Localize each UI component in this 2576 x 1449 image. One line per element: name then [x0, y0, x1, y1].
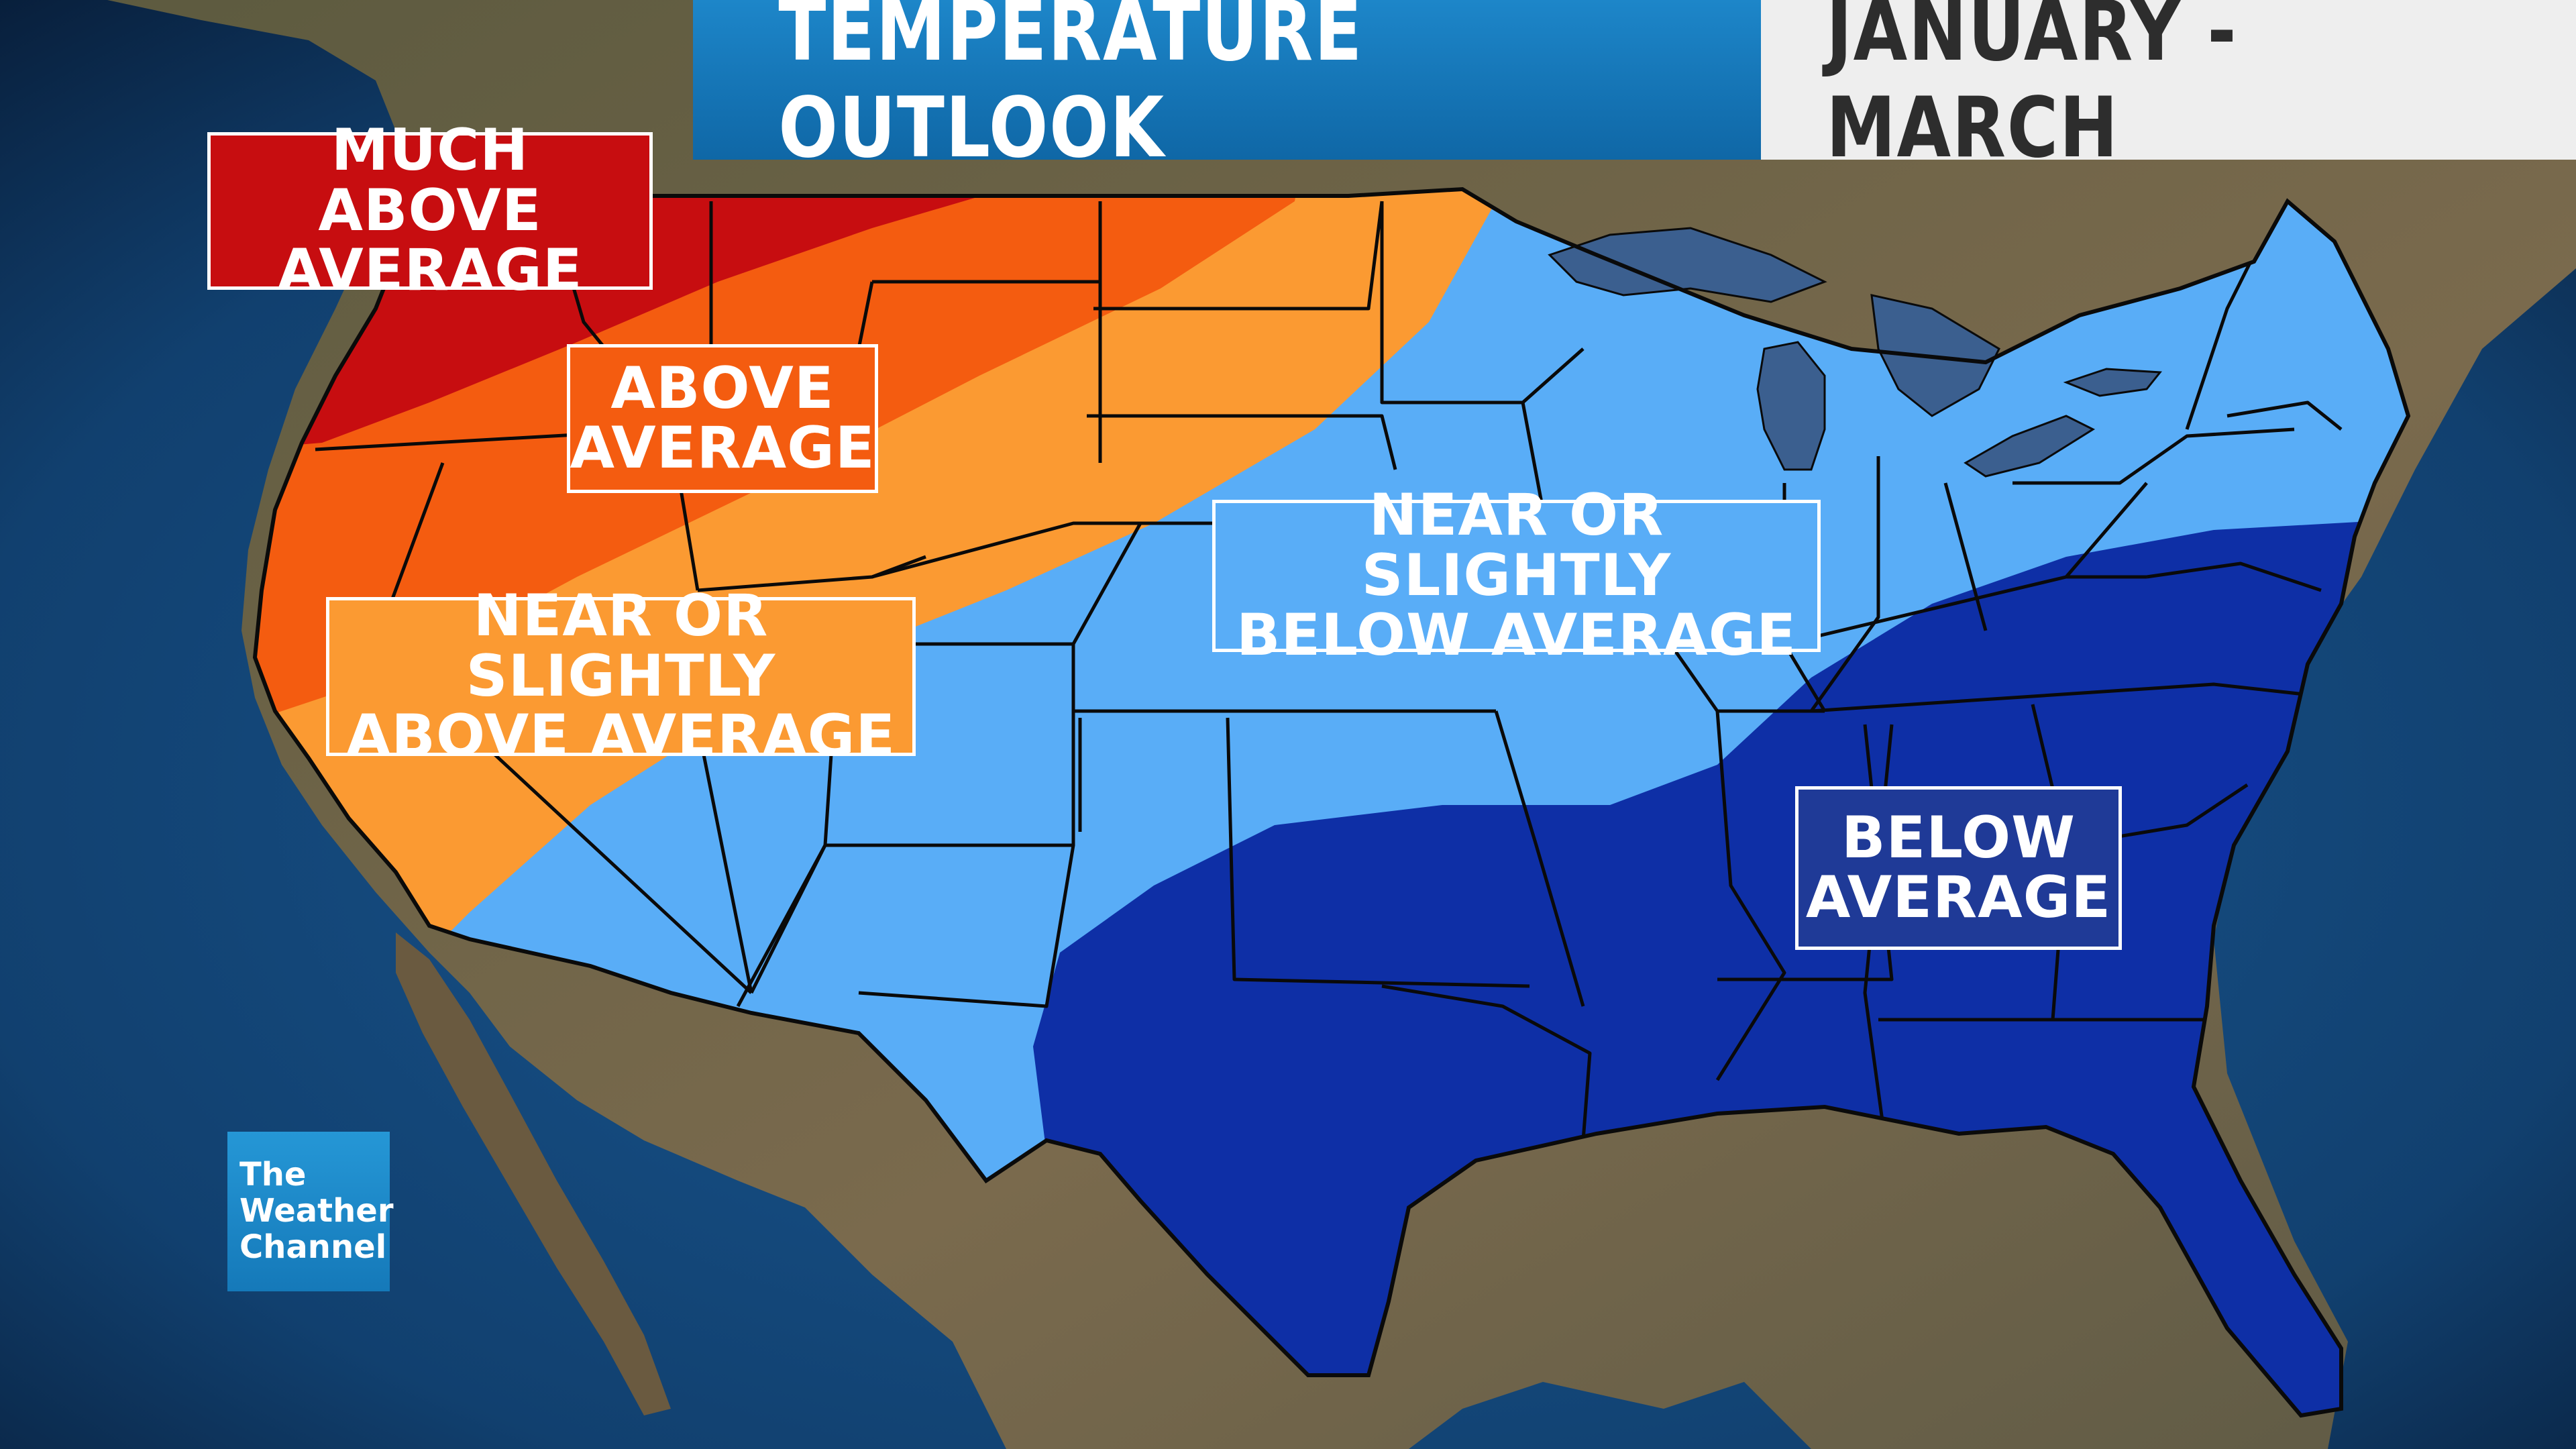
- weather-channel-logo: The Weather Channel: [227, 1132, 394, 1291]
- label-near-slightly-above-average: NEAR OR SLIGHTLY ABOVE AVERAGE: [326, 586, 916, 766]
- date-range: JANUARY - MARCH: [1826, 0, 2238, 176]
- label-near-slightly-below-average: NEAR OR SLIGHTLY BELOW AVERAGE: [1212, 486, 1821, 665]
- baja-peninsula: [396, 932, 671, 1415]
- great-lakes: [1548, 227, 2162, 478]
- label-line: AVERAGE: [277, 237, 583, 305]
- date-range-bar: JANUARY - MARCH: [1761, 0, 2576, 176]
- label-line: MUCH ABOVE: [318, 117, 542, 244]
- label-line: NEAR OR SLIGHTLY: [466, 582, 776, 710]
- label-line: AVERAGE: [570, 415, 875, 482]
- logo-text: Channel: [239, 1228, 387, 1266]
- lake-ontario: [2063, 368, 2162, 397]
- us-outline: [252, 186, 2411, 1418]
- map-title: TEMPERATURE OUTLOOK: [778, 0, 1363, 176]
- logo-text: Weather: [239, 1192, 394, 1230]
- label-line: ABOVE AVERAGE: [345, 702, 896, 770]
- label-line: AVERAGE: [1805, 864, 2112, 931]
- label-line: ABOVE: [610, 354, 835, 422]
- label-line: BELOW AVERAGE: [1236, 602, 1797, 669]
- label-below-average: BELOW AVERAGE: [1795, 786, 2122, 950]
- lake-superior: [1548, 227, 1827, 303]
- logo-text: The: [239, 1156, 307, 1194]
- label-above-average: ABOVE AVERAGE: [567, 344, 878, 493]
- lake-michigan: [1756, 341, 1826, 471]
- label-line: NEAR OR SLIGHTLY: [1361, 482, 1672, 609]
- lake-erie: [1964, 415, 2096, 478]
- label-much-above-average: MUCH ABOVE AVERAGE: [207, 121, 653, 301]
- label-line: BELOW: [1841, 804, 2076, 871]
- map-title-bar: TEMPERATURE OUTLOOK: [693, 0, 1761, 176]
